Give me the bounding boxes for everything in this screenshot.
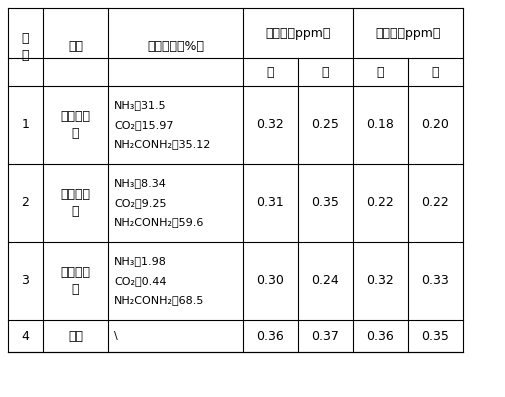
Text: 2: 2	[22, 197, 29, 210]
Text: 合成塔尿
液: 合成塔尿 液	[61, 110, 90, 140]
Text: NH₃：31.5: NH₃：31.5	[114, 100, 166, 110]
Text: NH₂CONH₂：35.12: NH₂CONH₂：35.12	[114, 139, 211, 150]
Text: 0.32: 0.32	[366, 274, 393, 287]
Text: 0.31: 0.31	[256, 197, 284, 210]
Text: 提炼法（ppm）: 提炼法（ppm）	[375, 27, 440, 39]
Text: 0.36: 0.36	[256, 330, 284, 343]
Text: 0.35: 0.35	[421, 330, 448, 343]
Text: NH₃：8.34: NH₃：8.34	[114, 179, 167, 189]
Text: 0.25: 0.25	[311, 118, 339, 131]
Text: \: \	[114, 331, 118, 341]
Text: 0.24: 0.24	[311, 274, 339, 287]
Text: 4: 4	[22, 330, 29, 343]
Text: 0.18: 0.18	[366, 118, 394, 131]
Text: 0.20: 0.20	[421, 118, 448, 131]
Text: 汽提塔尿
液: 汽提塔尿 液	[61, 188, 90, 218]
Text: 乙: 乙	[431, 66, 438, 79]
Text: CO₂：0.44: CO₂：0.44	[114, 276, 166, 286]
Text: CO₂：15.97: CO₂：15.97	[114, 120, 173, 130]
Text: 0.36: 0.36	[366, 330, 393, 343]
Text: 3: 3	[22, 274, 29, 287]
Text: 0.33: 0.33	[421, 274, 448, 287]
Text: 序
号: 序 号	[22, 32, 29, 62]
Text: 0.37: 0.37	[311, 330, 339, 343]
Text: 0.22: 0.22	[366, 197, 393, 210]
Text: 0.32: 0.32	[256, 118, 284, 131]
Text: NH₃：1.98: NH₃：1.98	[114, 256, 167, 266]
Text: 1: 1	[22, 118, 29, 131]
Text: 乙: 乙	[321, 66, 329, 79]
Text: 0.30: 0.30	[256, 274, 284, 287]
Text: 精馏塔尿
液: 精馏塔尿 液	[61, 266, 90, 296]
Text: 0.22: 0.22	[421, 197, 448, 210]
Text: 成品: 成品	[68, 330, 83, 343]
Text: CO₂：9.25: CO₂：9.25	[114, 198, 166, 208]
Text: 容量法（ppm）: 容量法（ppm）	[265, 27, 330, 39]
Text: 试样: 试样	[68, 40, 83, 54]
Text: NH₂CONH₂：68.5: NH₂CONH₂：68.5	[114, 295, 204, 306]
Text: NH₂CONH₂：59.6: NH₂CONH₂：59.6	[114, 218, 204, 227]
Text: 0.35: 0.35	[311, 197, 339, 210]
Text: 甲: 甲	[376, 66, 383, 79]
Text: 组分含量（%）: 组分含量（%）	[147, 40, 204, 54]
Text: 甲: 甲	[266, 66, 274, 79]
